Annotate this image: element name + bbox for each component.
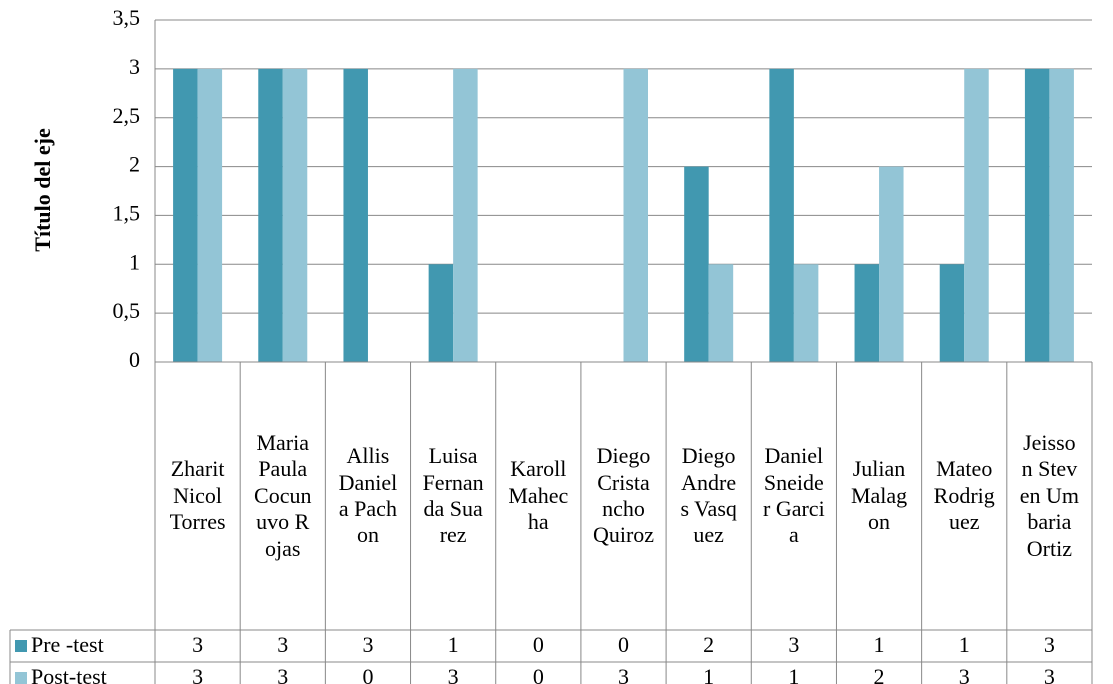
table-value: 1 <box>874 632 885 657</box>
table-value: 3 <box>192 664 203 684</box>
table-value: 3 <box>448 664 459 684</box>
table-value: 3 <box>277 632 288 657</box>
x-tick-label: Maria Paula Cocunuvo Rojas <box>254 430 312 561</box>
bar <box>428 264 454 362</box>
table-value: 3 <box>362 632 373 657</box>
bar <box>684 166 709 362</box>
y-tick-label: 0,5 <box>113 298 141 323</box>
table-value: 3 <box>192 632 203 657</box>
table-value: 1 <box>788 664 799 684</box>
legend-label: Post-test <box>31 664 107 684</box>
bar <box>939 264 965 362</box>
table-value: 3 <box>618 664 629 684</box>
bar <box>879 166 904 362</box>
bar <box>1024 68 1050 362</box>
table-value: 3 <box>1044 632 1055 657</box>
table-value: 1 <box>703 664 714 684</box>
x-tick-label: Karoll Mahecha <box>508 456 569 535</box>
bar <box>343 68 368 362</box>
bar <box>282 68 308 362</box>
legend-swatch <box>15 672 27 684</box>
x-tick-label: Diego Cristancho Quiroz <box>592 443 655 548</box>
bar <box>197 68 223 362</box>
table-value: 0 <box>362 664 373 684</box>
x-tick-label: Diego Andres Vasquez <box>680 443 737 548</box>
table-value: 0 <box>618 632 629 657</box>
table-value: 2 <box>874 664 885 684</box>
x-tick-label: Luisa Fernanda Suarez <box>422 443 484 548</box>
legend-label: Pre -test <box>31 632 104 657</box>
table-value: 1 <box>448 632 459 657</box>
bar <box>258 68 283 362</box>
y-tick-label: 1 <box>129 249 140 274</box>
bar <box>453 68 478 362</box>
y-tick-label: 3,5 <box>113 5 141 30</box>
y-tick-label: 0 <box>129 347 140 372</box>
table-value: 0 <box>533 664 544 684</box>
table-value: 3 <box>788 632 799 657</box>
x-tick-label: Allis Daniela Pachon <box>338 443 398 548</box>
table-value: 0 <box>533 632 544 657</box>
bar <box>708 264 734 362</box>
bar <box>1049 68 1074 362</box>
bar <box>793 264 819 362</box>
x-tick-label: Julian Malagon <box>850 456 908 535</box>
y-tick-label: 3 <box>129 54 140 79</box>
x-tick-label: Zharit Nicol Torres <box>169 456 226 535</box>
x-tick-label: Daniel Sneider Garcia <box>763 443 825 548</box>
bar <box>623 68 648 362</box>
table-value: 3 <box>959 664 970 684</box>
y-tick-label: 2,5 <box>113 103 141 128</box>
x-tick-label: Jeisson Steven Umbaria Ortiz <box>1019 430 1080 561</box>
table-value: 2 <box>703 632 714 657</box>
bar <box>964 68 989 362</box>
y-tick-label: 2 <box>129 152 140 177</box>
bar <box>769 68 794 362</box>
table-value: 3 <box>277 664 288 684</box>
bar <box>173 68 198 362</box>
table-value: 1 <box>959 632 970 657</box>
x-tick-label: Mateo Rodriguez <box>933 456 995 535</box>
legend-swatch <box>15 640 27 652</box>
y-tick-label: 1,5 <box>113 200 141 225</box>
table-value: 3 <box>1044 664 1055 684</box>
y-axis-title: Título del eje <box>30 128 55 252</box>
bar <box>854 264 880 362</box>
